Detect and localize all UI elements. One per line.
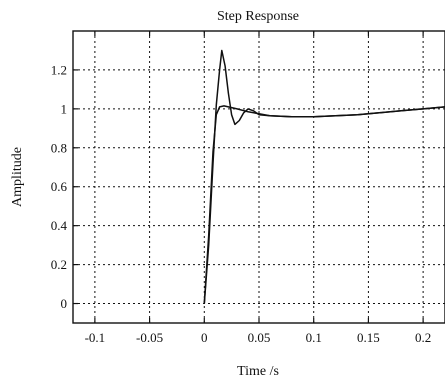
x-tick-label: -0.05 [136, 330, 163, 345]
ticks [73, 31, 424, 323]
y-tick-labels: 0 0.2 0.4 0.6 0.8 1 1.2 [51, 62, 68, 311]
grid [73, 31, 445, 323]
chart-title: Step Response [217, 9, 299, 24]
series-line-1 [203, 49, 445, 304]
x-axis-label: Time /s [237, 364, 279, 379]
y-tick-label: 0.6 [51, 179, 68, 194]
x-tick-label: 0.2 [415, 330, 431, 345]
x-tick-label: -0.1 [85, 330, 106, 345]
y-tick-label: 0.4 [51, 218, 68, 233]
y-axis-label: Amplitude [10, 147, 25, 207]
x-tick-label: 0.15 [357, 330, 380, 345]
y-tick-label: 1.2 [51, 62, 67, 77]
x-tick-label: 0.1 [306, 330, 322, 345]
series-line-2 [203, 105, 445, 304]
y-tick-label: 0.8 [51, 140, 67, 155]
y-tick-label: 0 [61, 296, 68, 311]
x-tick-labels: -0.1 -0.05 0 0.05 0.1 0.15 0.2 [85, 330, 432, 345]
x-tick-label: 0.05 [248, 330, 271, 345]
series-layer [203, 49, 445, 304]
x-tick-label: 0 [201, 330, 208, 345]
y-tick-label: 0.2 [51, 257, 67, 272]
y-tick-label: 1 [61, 101, 68, 116]
